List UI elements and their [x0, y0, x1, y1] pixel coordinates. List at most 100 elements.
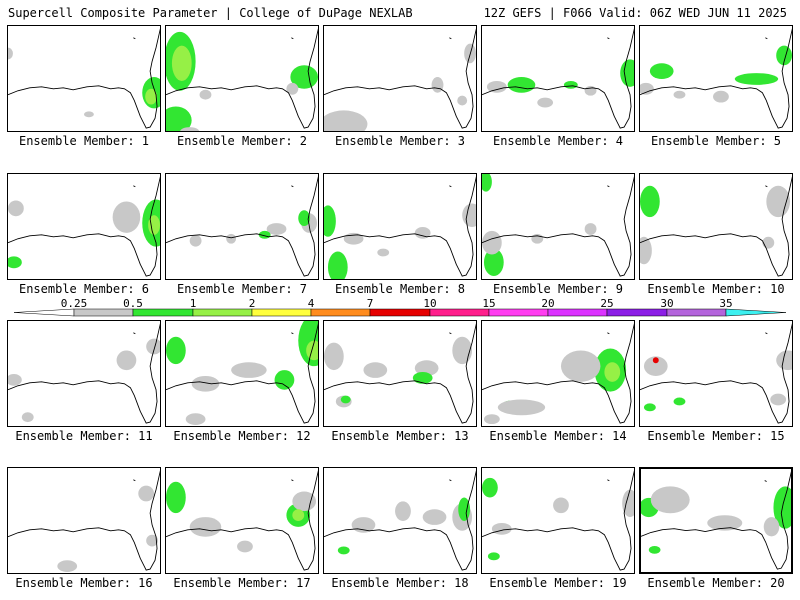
coastline	[8, 176, 160, 277]
colorbar-tick-label: 25	[600, 297, 613, 310]
ensemble-map-panel	[639, 320, 793, 427]
lake-outline	[607, 332, 610, 335]
scp-contour	[274, 370, 295, 390]
scp-contour	[363, 362, 388, 378]
scp-map	[640, 176, 792, 277]
ensemble-member-label: Ensemble Member: 6	[18, 282, 150, 296]
colorbar-segment	[725, 308, 787, 317]
coastline	[166, 176, 318, 277]
scp-contour	[643, 403, 656, 412]
scp-contour	[290, 65, 318, 89]
scp-contour	[707, 515, 743, 531]
lake-outline	[607, 479, 610, 482]
scp-contour	[431, 77, 444, 93]
state-border	[640, 49, 731, 53]
ensemble-member-label: Ensemble Member: 8	[334, 282, 466, 296]
scp-map	[482, 323, 634, 425]
colorbar-segment	[369, 308, 431, 317]
colorbar-segment	[251, 308, 312, 317]
scp-map	[8, 470, 160, 573]
scp-map	[640, 28, 792, 129]
scp-map	[324, 176, 476, 279]
colorbar-tick-label: 1	[190, 297, 197, 310]
scp-contour	[199, 89, 212, 100]
state-border	[166, 197, 257, 201]
scp-contour	[458, 497, 471, 521]
coastline	[324, 28, 476, 129]
scp-map	[482, 28, 634, 129]
state-border	[482, 344, 573, 348]
scp-contour	[497, 399, 546, 416]
coastline	[640, 176, 792, 277]
ensemble-map-panel	[165, 467, 319, 574]
scp-contour	[491, 522, 512, 535]
colorbar-tick-label: 0.25	[61, 297, 88, 310]
state-border	[482, 197, 573, 201]
ensemble-map-panel	[639, 467, 793, 574]
scp-contour	[337, 546, 350, 555]
scp-contour	[531, 233, 544, 244]
ensemble-map-panel	[481, 320, 635, 427]
ensemble-member-label: Ensemble Member: 13	[331, 429, 469, 443]
scp-contour	[776, 350, 792, 371]
coastline	[640, 28, 792, 129]
lake-outline	[607, 185, 610, 188]
scp-contour	[266, 223, 287, 235]
ensemble-map-panel	[323, 320, 477, 427]
scp-contour	[286, 82, 299, 95]
lake-outline	[291, 479, 294, 482]
ensemble-member-label: Ensemble Member: 16	[15, 576, 153, 590]
scp-contour	[324, 110, 368, 131]
scp-contour	[604, 362, 621, 382]
lake-outline	[133, 185, 136, 188]
scp-contour	[649, 63, 674, 79]
scp-contour	[414, 226, 431, 239]
lake-outline	[291, 37, 294, 40]
scp-contour	[640, 185, 660, 218]
scp-map	[482, 174, 634, 277]
scp-contour	[457, 95, 468, 106]
ensemble-member-label: Ensemble Member: 3	[334, 134, 466, 148]
ensemble-member-label: Ensemble Member: 15	[647, 429, 785, 443]
ensemble-member-label: Ensemble Member: 9	[492, 282, 624, 296]
scp-contour	[180, 127, 200, 131]
scp-contour	[620, 59, 634, 87]
scp-contour	[652, 357, 659, 364]
scp-contour	[57, 560, 78, 573]
chart-title: Supercell Composite Parameter | College …	[8, 6, 413, 20]
colorbar-tick-label: 2	[249, 297, 256, 310]
coastline	[482, 176, 634, 277]
scp-contour	[377, 248, 390, 257]
ensemble-member-label: Ensemble Member: 14	[489, 429, 627, 443]
coastline	[482, 470, 634, 571]
colorbar-segment	[547, 308, 608, 317]
ensemble-member-label: Ensemble Member: 19	[489, 576, 627, 590]
scp-contour	[166, 481, 186, 514]
scp-contour	[648, 546, 661, 554]
scp-contour	[8, 373, 22, 386]
scp-contour	[8, 200, 24, 217]
coastline	[641, 471, 791, 570]
ensemble-map-panel	[7, 173, 161, 280]
colorbar-segment	[73, 308, 134, 317]
scp-contour	[112, 201, 141, 233]
ensemble-member-label: Ensemble Member: 12	[173, 429, 311, 443]
scp-contour	[584, 223, 597, 235]
scp-contour	[584, 85, 597, 96]
state-border	[324, 197, 415, 201]
lake-outline	[291, 332, 294, 335]
lake-outline	[765, 37, 768, 40]
lake-outline	[449, 332, 452, 335]
scp-contour	[452, 336, 473, 365]
scp-contour	[483, 248, 504, 277]
lake-outline	[764, 480, 767, 482]
lake-outline	[449, 185, 452, 188]
lake-outline	[133, 332, 136, 335]
scp-map	[166, 470, 318, 571]
scp-map	[641, 471, 791, 570]
scp-contour	[298, 210, 311, 227]
colorbar-tick-label: 20	[541, 297, 554, 310]
scp-contour	[166, 336, 186, 365]
colorbar: 0.25 0.5 1 2 4 7 10 15 20 25 30 35	[13, 297, 787, 317]
state-border	[324, 491, 415, 495]
